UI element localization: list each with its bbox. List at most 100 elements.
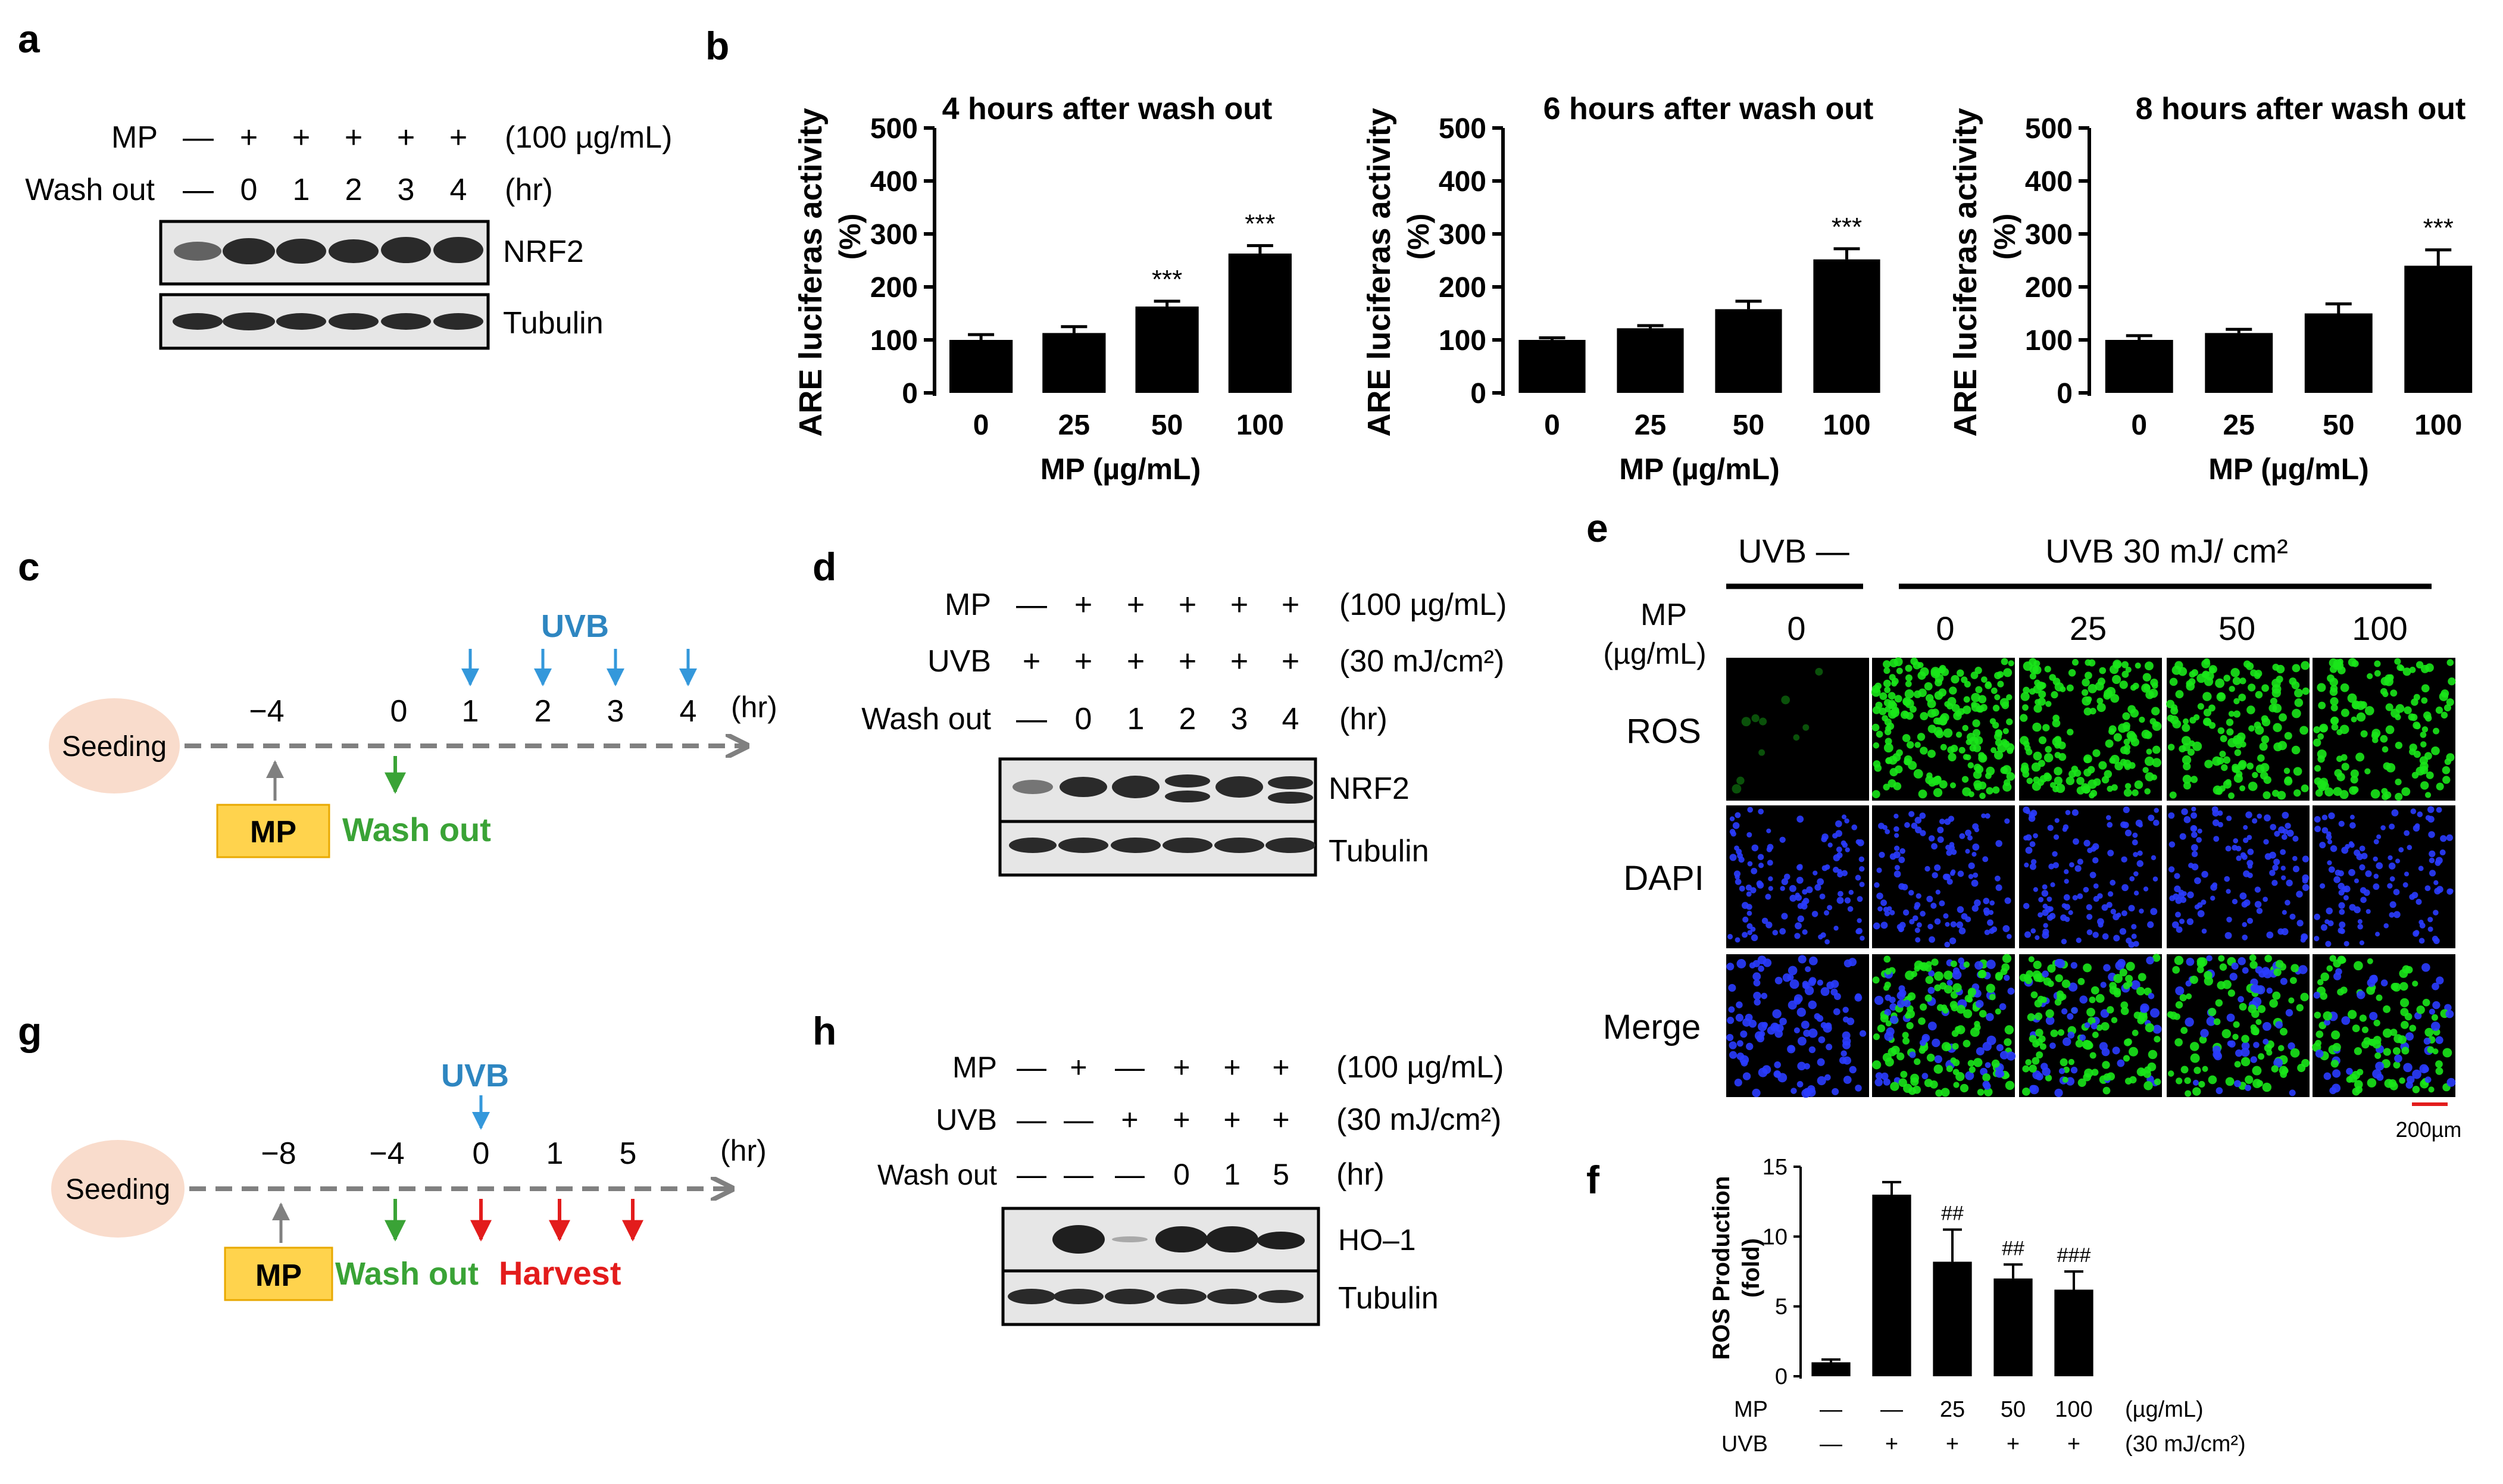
cell-dot (1956, 921, 1964, 929)
cell-dot (1883, 679, 1891, 688)
cell-dot (2077, 893, 2083, 899)
cell-dot (2002, 925, 2010, 933)
cell-dot (1889, 674, 1896, 681)
cell-dot (2076, 777, 2085, 785)
cell-dot (2130, 980, 2140, 990)
cell-dot (1795, 894, 1802, 901)
cell-dot (1948, 752, 1957, 762)
cell-dot (1934, 918, 1941, 925)
blot-a-wash-v2: 1 (293, 173, 310, 207)
cell-dot (2189, 717, 2196, 724)
cell-dot (1949, 937, 1957, 945)
cell-dot (2208, 1075, 2217, 1085)
cell-dot (2262, 1021, 2271, 1031)
tick-c-4: 3 (607, 694, 624, 729)
cell-dot (2090, 1023, 2098, 1030)
cell-dot (2409, 667, 2416, 673)
cell-dot (2023, 806, 2030, 814)
mp-val-e-3: 50 (2218, 610, 2255, 647)
cell-dot (2148, 993, 2155, 999)
cell-dot (1842, 1016, 1849, 1023)
cell-dot (1726, 1033, 1734, 1041)
cell-dot (2343, 885, 2351, 893)
cell-dot (1896, 667, 1903, 674)
cell-dot (1968, 874, 1974, 879)
cell-dot (2071, 1007, 2078, 1014)
cell-dot (1840, 840, 1846, 846)
cell-dot (1847, 906, 1854, 912)
cell-dot (2389, 1082, 2398, 1091)
cell-dot (2134, 780, 2143, 789)
cell-dot (1960, 1083, 1969, 1093)
cell-dot (2252, 818, 2258, 824)
cell-dot (2420, 781, 2429, 790)
cell-dot (2183, 782, 2192, 790)
cell-dot (2086, 904, 2092, 911)
cell-dot (2266, 988, 2273, 994)
cell-dot (2042, 928, 2049, 936)
cell-dot (1820, 987, 1830, 996)
cell-dot (2233, 1080, 2241, 1088)
cell-dot (1928, 835, 1935, 842)
seeding-label-g: Seeding (65, 1174, 170, 1205)
cell-dot (2333, 972, 2342, 980)
cell-dot (2152, 1024, 2162, 1034)
cell-dot (2359, 845, 2365, 852)
cell-dot (2093, 883, 2099, 889)
cell-dot (2326, 907, 2333, 915)
cell-dot (2317, 755, 2325, 763)
cell-dot (1746, 910, 1752, 916)
y-tick-label: 500 (870, 113, 918, 145)
cell-dot (2107, 821, 2113, 828)
blot-d-wash-v2: 1 (1127, 702, 1145, 736)
blot-d-uvb-v0: + (1023, 644, 1040, 679)
cell-dot (2069, 862, 2074, 868)
cell-dot (2420, 731, 2427, 738)
cell-dot (2320, 725, 2327, 733)
cell-dot (1790, 1088, 1797, 1094)
cell-dot (2349, 814, 2355, 820)
panel-a-blot: MP — + + + + + (100 µg/mL) Wash out — 0 … (25, 120, 672, 350)
cell-dot (1802, 724, 1810, 731)
cell-dot (1893, 851, 1901, 858)
cell-dot (2029, 1035, 2037, 1043)
cell-dot (2060, 914, 2067, 921)
cell-dot (1968, 1066, 1976, 1073)
cell-dot (1986, 766, 1995, 776)
cell-dot (1968, 862, 1975, 870)
cell-dot (2004, 779, 2011, 786)
cell-dot (1919, 812, 1926, 819)
cell-dot (2394, 1054, 2402, 1063)
cell-dot (2082, 678, 2090, 687)
cell-dot (1982, 1073, 1990, 1082)
chart-title: 6 hours after wash out (1543, 92, 1874, 126)
cell-dot (2138, 1013, 2148, 1022)
cell-dot (2327, 839, 2333, 845)
cell-dot (1950, 745, 1958, 752)
x-tick-label: 0 (1544, 410, 1560, 441)
cell-dot (1833, 1008, 1840, 1016)
cell-dot (2039, 775, 2048, 783)
cell-dot (1788, 966, 1798, 976)
cell-dot (1981, 813, 1986, 818)
cell-dot (2202, 670, 2210, 679)
cell-dot (2424, 1076, 2432, 1083)
cell-dot (1766, 828, 1771, 833)
cell-dot (1747, 861, 1753, 867)
table-cell: — (1820, 1432, 1842, 1457)
cell-dot (2228, 792, 2235, 799)
cell-dot (2375, 932, 2380, 937)
cell-dot (2343, 895, 2349, 901)
cell-dot (2411, 771, 2419, 779)
cell-dot (1996, 671, 2004, 678)
cell-dot (1935, 889, 1940, 895)
cell-dot (2299, 726, 2308, 735)
cell-dot (2235, 1049, 2243, 1057)
blot-d-uvb-v3: + (1179, 644, 1196, 679)
cell-dot (2083, 963, 2092, 973)
cell-dot (2090, 986, 2099, 995)
cell-dot (2261, 715, 2268, 723)
cell-dot (1991, 1059, 2000, 1068)
cell-dot (1985, 682, 1992, 689)
cell-dot (2086, 929, 2093, 936)
